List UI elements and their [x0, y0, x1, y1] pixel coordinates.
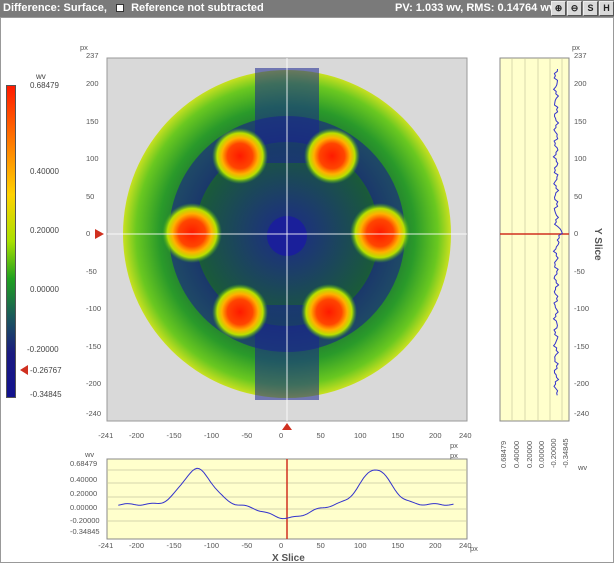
y-slice-y-tick: 237	[574, 51, 587, 61]
x-slice-x-tick: -241	[98, 541, 114, 550]
main-x-tick: 150	[391, 431, 405, 440]
y-slice-y-tick: 100	[574, 154, 587, 163]
y-slice-y-tick: -200	[574, 379, 590, 388]
main-y-tick: 50	[86, 191, 95, 201]
main-x-tick: -150	[166, 431, 182, 440]
y-slice-x-tick: 0.00000	[537, 440, 546, 468]
y-slice-y-tick: -150	[574, 341, 590, 351]
hot-spot	[162, 203, 222, 263]
settings-icon[interactable]: S	[583, 1, 598, 16]
y-slice-x-tick: 0.68479	[499, 440, 508, 468]
x-slice-y-tick: 0.00000	[70, 503, 98, 512]
main-y-tick: -100	[86, 304, 102, 313]
stats-readout: PV: 1.033 wv, RMS: 0.14764 wv	[395, 2, 555, 14]
main-y-tick: 0	[86, 229, 91, 238]
colorbar-marker-label: -0.26767	[30, 366, 62, 375]
y-slice-unit: px	[572, 43, 580, 52]
x-slice-x-tick: 0	[279, 541, 284, 550]
colorbar-label: -0.20000	[27, 345, 59, 354]
y-slice-trace	[552, 68, 563, 396]
main-y-tick: -50	[86, 266, 97, 276]
colorbar-label: -0.34845	[30, 390, 62, 399]
main-y-tick: 100	[86, 154, 99, 163]
x-slice-x-tick: -200	[129, 541, 145, 550]
y-cursor-icon[interactable]	[95, 229, 104, 239]
y-slice-y-tick: 150	[574, 116, 587, 126]
y-slice-y-tick: -240	[574, 409, 590, 418]
y-slice-y-tick: 50	[574, 191, 583, 201]
zoom-out-icon[interactable]: ⊖	[567, 1, 582, 16]
x-slice-unit-right: px	[450, 451, 458, 460]
main-x-tick: -241	[98, 431, 114, 440]
y-slice-title: Y Slice	[592, 228, 603, 261]
colorbar-cursor-icon[interactable]	[20, 365, 30, 375]
title-bar: Difference: Surface, Reference not subtr…	[0, 0, 614, 17]
y-slice-x-tick: -0.20000	[549, 438, 558, 468]
colorbar-label: 0.40000	[30, 167, 59, 176]
x-slice-x-tick: 50	[316, 541, 325, 550]
hot-spot	[212, 128, 268, 184]
y-slice-x-tick: 0.20000	[525, 440, 534, 468]
x-slice-x-tick: -150	[166, 541, 182, 550]
y-slice-x-unit: wv	[578, 463, 588, 472]
x-slice-x-tick: 100	[354, 541, 367, 550]
x-cursor-icon[interactable]	[282, 423, 292, 430]
y-slice-y-tick: -100	[574, 304, 590, 313]
x-slice-y-tick: 0.68479	[70, 459, 98, 468]
main-y-tick: -150	[86, 341, 102, 351]
main-y-tick: 150	[86, 116, 99, 126]
x-slice-y-tick: 0.40000	[70, 475, 98, 484]
x-slice-x-tick: 150	[391, 541, 405, 550]
hot-spot	[304, 128, 360, 184]
x-unit-label: px	[450, 441, 458, 450]
x-slice-y-tick: -0.20000	[70, 516, 100, 525]
difference-label: Difference: Surface,	[3, 2, 107, 14]
x-slice-x-tick: 200	[429, 541, 442, 550]
main-x-tick: 100	[354, 431, 367, 440]
colorbar-label: 0.68479	[30, 81, 59, 90]
main-x-tick: 240	[459, 431, 472, 440]
main-x-tick: -200	[129, 431, 145, 440]
x-slice-x-unit: px	[470, 544, 478, 553]
colorbar-label: 0.20000	[30, 226, 59, 235]
x-slice-trace	[118, 467, 454, 520]
x-slice-unit: wv	[85, 450, 95, 459]
main-x-tick: 200	[429, 431, 442, 440]
main-y-tick: -240	[86, 409, 102, 418]
main-x-tick: -100	[204, 431, 220, 440]
x-slice-x-tick: 240	[459, 541, 472, 550]
x-slice-title: X Slice	[272, 553, 305, 563]
x-slice-x-tick: -50	[241, 541, 253, 550]
y-slice-y-tick: 0	[574, 229, 579, 238]
main-x-tick: -50	[241, 431, 253, 440]
x-slice-y-tick: 0.20000	[70, 489, 98, 498]
hot-spot	[350, 203, 410, 263]
hot-spot	[212, 284, 268, 340]
y-slice-panel[interactable]	[499, 57, 570, 422]
y-unit-label: px	[80, 43, 88, 52]
colorbar	[6, 85, 16, 398]
colorbar-label: 0.00000	[30, 285, 59, 294]
main-y-tick: -200	[86, 379, 102, 388]
x-slice-x-tick: -100	[204, 541, 220, 550]
y-slice-y-tick: -50	[574, 266, 585, 276]
main-x-tick: 50	[316, 431, 325, 440]
reference-label: Reference not subtracted	[131, 2, 264, 14]
main-y-tick: 200	[86, 79, 99, 88]
zoom-in-icon[interactable]: ⊕	[551, 1, 566, 16]
y-slice-y-tick: 200	[574, 79, 587, 88]
reference-checkbox[interactable]	[116, 4, 124, 12]
main-y-tick: 237	[86, 51, 99, 61]
y-slice-x-tick: -0.34845	[561, 438, 570, 468]
colorbar-unit: wv	[36, 72, 46, 81]
main-x-tick: 0	[279, 431, 284, 440]
x-slice-y-tick: -0.34845	[70, 527, 100, 536]
hot-spot	[301, 284, 357, 340]
y-slice-x-tick: 0.40000	[512, 440, 521, 468]
